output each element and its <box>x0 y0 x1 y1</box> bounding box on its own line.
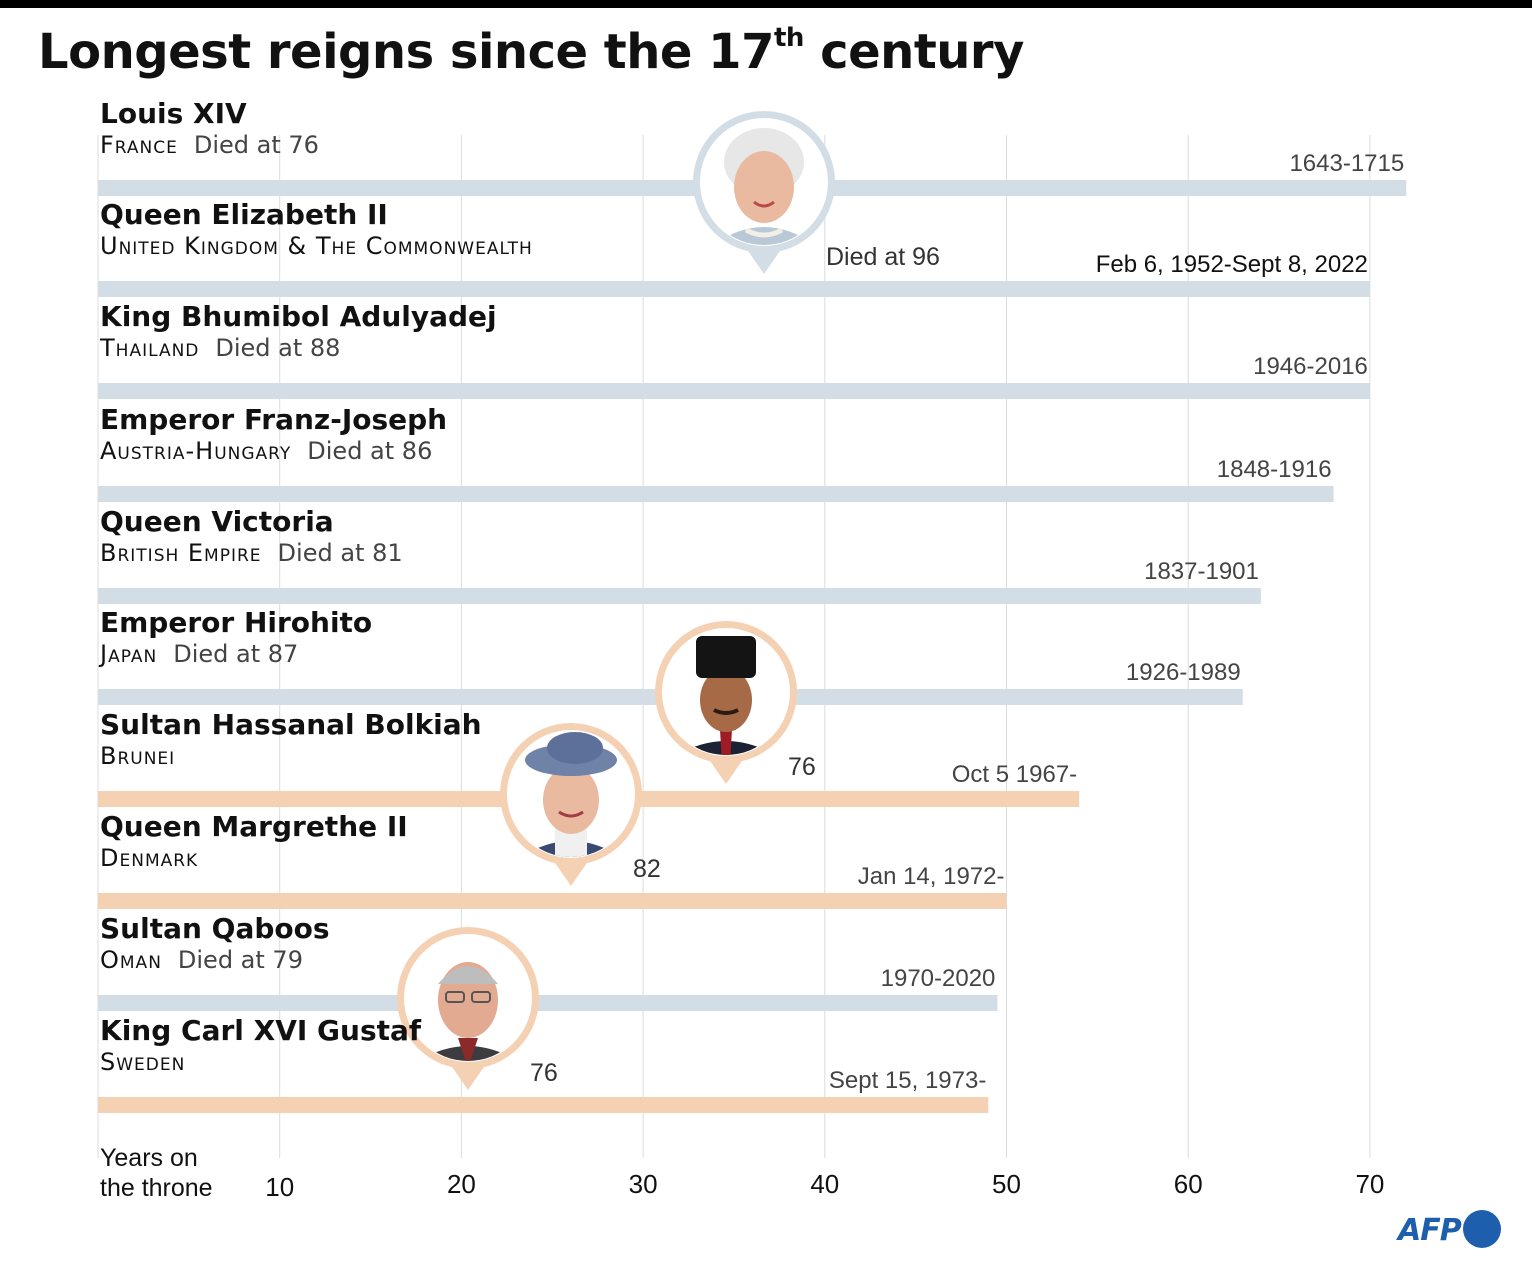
axis-label-line1: Years on <box>100 1144 198 1172</box>
portrait-bolkiah: 76 <box>655 621 816 784</box>
country-label: France <box>100 131 178 159</box>
monarch-name: Queen Margrethe II <box>100 810 408 843</box>
died-at-label: Died at 81 <box>277 539 403 567</box>
top-rule <box>0 0 1532 8</box>
period-label-4: 1837-1901 <box>1144 558 1259 585</box>
country-label: British Empire <box>100 539 262 567</box>
x-tick-60: 60 <box>1174 1169 1203 1199</box>
portrait-caption: 76 <box>530 1059 558 1087</box>
monarch-subline: United Kingdom & The Commonwealth <box>100 231 533 261</box>
bar-9 <box>98 1097 989 1113</box>
portrait-pointer <box>450 1064 486 1090</box>
portrait-figure <box>408 962 528 1061</box>
reign-label-5: Emperor Hirohito Japan Died at 87 <box>100 607 372 669</box>
portrait-carl: 76 <box>397 927 558 1090</box>
portrait-figure <box>704 128 824 245</box>
monarch-name: Louis XIV <box>100 97 247 130</box>
period-label-0: 1643-1715 <box>1289 150 1404 177</box>
bar-7 <box>98 893 1007 909</box>
chart-title: Longest reigns since the 17th century <box>38 23 1024 80</box>
monarch-name: King Carl XVI Gustaf <box>100 1014 422 1047</box>
reign-label-8: Sultan Qaboos Oman Died at 79 <box>100 913 330 975</box>
died-at-label: Died at 88 <box>215 334 341 362</box>
monarch-subline: France Died at 76 <box>100 130 319 160</box>
monarch-subline: Oman Died at 79 <box>100 945 330 975</box>
country-label: Sweden <box>100 1048 186 1076</box>
x-tick-10: 10 <box>265 1172 294 1202</box>
portrait-pointer <box>553 860 589 886</box>
died-at-label: Died at 79 <box>177 946 303 974</box>
reign-label-4: Queen Victoria British Empire Died at 81 <box>100 506 403 568</box>
portrait-pointer <box>708 758 744 784</box>
x-tick-30: 30 <box>629 1169 658 1199</box>
afp-logo: AFP <box>1398 1210 1501 1248</box>
portrait-margrethe: 82 <box>500 723 661 886</box>
x-tick-70: 70 <box>1355 1169 1384 1199</box>
x-tick-labels: 10 20 30 40 50 60 70 <box>265 1169 1384 1202</box>
country-label: Brunei <box>100 742 176 770</box>
died-at-label: Died at 76 <box>193 131 319 159</box>
portrait-elizabeth: Died at 96 <box>693 111 940 274</box>
portrait-caption: Died at 96 <box>826 243 940 271</box>
period-label-8: 1970-2020 <box>881 965 996 992</box>
axis-label-line2: the throne <box>100 1174 213 1202</box>
monarch-subline: Austria-Hungary Died at 86 <box>100 436 447 466</box>
bar-2 <box>98 383 1370 399</box>
monarch-subline: British Empire Died at 81 <box>100 538 403 568</box>
monarch-name: Sultan Hassanal Bolkiah <box>100 708 482 741</box>
monarch-name: King Bhumibol Adulyadej <box>100 300 497 333</box>
period-label-9: Sept 15, 1973- <box>829 1067 986 1094</box>
afp-logo-text: AFP <box>1398 1213 1462 1248</box>
monarch-subline: Brunei <box>100 741 482 771</box>
bar-8 <box>98 995 998 1011</box>
period-label-6: Oct 5 1967- <box>952 761 1077 788</box>
period-label-7: Jan 14, 1972- <box>858 863 1005 890</box>
period-label-2: 1946-2016 <box>1253 353 1368 380</box>
period-label-3: 1848-1916 <box>1217 456 1332 483</box>
portrait-pointer <box>746 248 782 274</box>
reign-label-0: Louis XIV France Died at 76 <box>100 98 319 160</box>
country-label: Denmark <box>100 844 199 872</box>
monarch-name: Emperor Franz-Joseph <box>100 403 448 436</box>
monarch-subline: Sweden <box>100 1047 421 1077</box>
grid-lines <box>97 135 1371 1158</box>
period-labels: 1643-1715 Feb 6, 1952-Sept 8, 2022 1946-20… <box>829 150 1404 1094</box>
portrait-caption: 76 <box>788 753 816 781</box>
reign-label-9: King Carl XVI Gustaf Sweden <box>100 1015 421 1077</box>
period-label-1: Feb 6, 1952-Sept 8, 2022 <box>1096 251 1368 278</box>
bar-3 <box>98 486 1334 502</box>
died-at-label: Died at 86 <box>307 437 433 465</box>
portrait-group: Died at 96 76 82 76 <box>397 111 940 1090</box>
reign-label-6: Sultan Hassanal Bolkiah Brunei <box>100 709 482 771</box>
portrait-figure <box>511 732 631 857</box>
bar-4 <box>98 588 1261 604</box>
monarch-subline: Thailand Died at 88 <box>100 333 497 363</box>
monarch-name: Sultan Qaboos <box>100 912 330 945</box>
country-label: United Kingdom & The Commonwealth <box>100 232 533 260</box>
monarch-name: Queen Elizabeth II <box>100 198 388 231</box>
monarch-subline: Denmark <box>100 843 408 873</box>
country-label: Thailand <box>100 334 200 362</box>
portrait-caption: 82 <box>633 855 661 883</box>
country-label: Austria-Hungary <box>100 437 292 465</box>
country-label: Oman <box>100 946 162 974</box>
bar-1 <box>98 281 1370 297</box>
monarch-name: Emperor Hirohito <box>100 606 373 639</box>
reign-label-2: King Bhumibol Adulyadej Thailand Died at 8… <box>100 301 497 363</box>
x-tick-40: 40 <box>810 1169 839 1199</box>
reign-label-1: Queen Elizabeth II United Kingdom & The C… <box>100 199 533 261</box>
period-label-5: 1926-1989 <box>1126 659 1241 686</box>
reign-label-7: Queen Margrethe II Denmark <box>100 811 408 873</box>
x-tick-20: 20 <box>447 1169 476 1199</box>
portrait-figure <box>666 636 786 755</box>
afp-logo-dot <box>1462 1210 1501 1248</box>
country-label: Japan <box>100 640 158 668</box>
monarch-subline: Japan Died at 87 <box>100 639 372 669</box>
reign-label-3: Emperor Franz-Joseph Austria-Hungary Died … <box>100 404 447 466</box>
x-tick-50: 50 <box>992 1169 1021 1199</box>
monarch-name: Queen Victoria <box>100 505 334 538</box>
died-at-label: Died at 87 <box>173 640 299 668</box>
